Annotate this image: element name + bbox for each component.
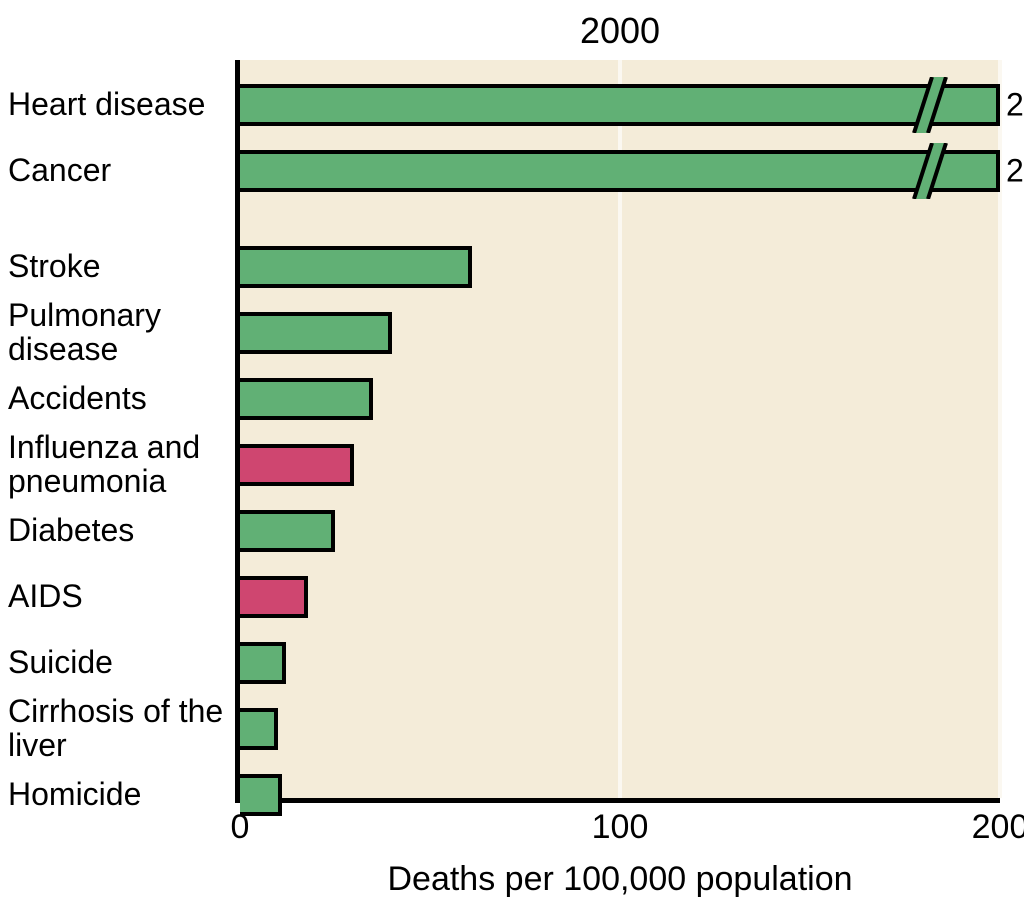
category-label: AIDS [8,579,228,614]
category-label: Pulmonarydisease [8,298,228,367]
category-label: Homicide [8,777,228,812]
bar [240,378,373,420]
plot-area [240,60,1000,798]
category-label: Diabetes [8,513,228,548]
death-causes-chart: 2000 Deaths per 100,000 population 0 100 2… [0,0,1024,920]
x-tick-label: 100 [592,808,649,847]
category-label: Cancer [8,153,228,188]
x-tick-label: 0 [231,808,250,847]
category-label: Suicide [8,645,228,680]
chart-title: 2000 [240,10,1000,52]
bar [240,246,472,288]
bar [240,576,308,618]
bar [240,642,286,684]
bar [240,510,335,552]
bar-value-label: 281 [1006,87,1024,124]
bar [240,84,1000,126]
x-axis-label: Deaths per 100,000 population [240,860,1000,899]
category-label: Cirrhosis of theliver [8,694,228,763]
x-axis-line [235,798,1000,803]
category-label: Stroke [8,249,228,284]
bar [240,312,392,354]
category-label: Accidents [8,381,228,416]
x-tick-label: 200 [972,808,1024,847]
bar [240,708,278,750]
category-label: Heart disease [8,87,228,122]
bar [240,150,1000,192]
category-label: Influenza andpneumonia [8,430,228,499]
bar [240,444,354,486]
bar-value-label: 205 [1006,153,1024,190]
